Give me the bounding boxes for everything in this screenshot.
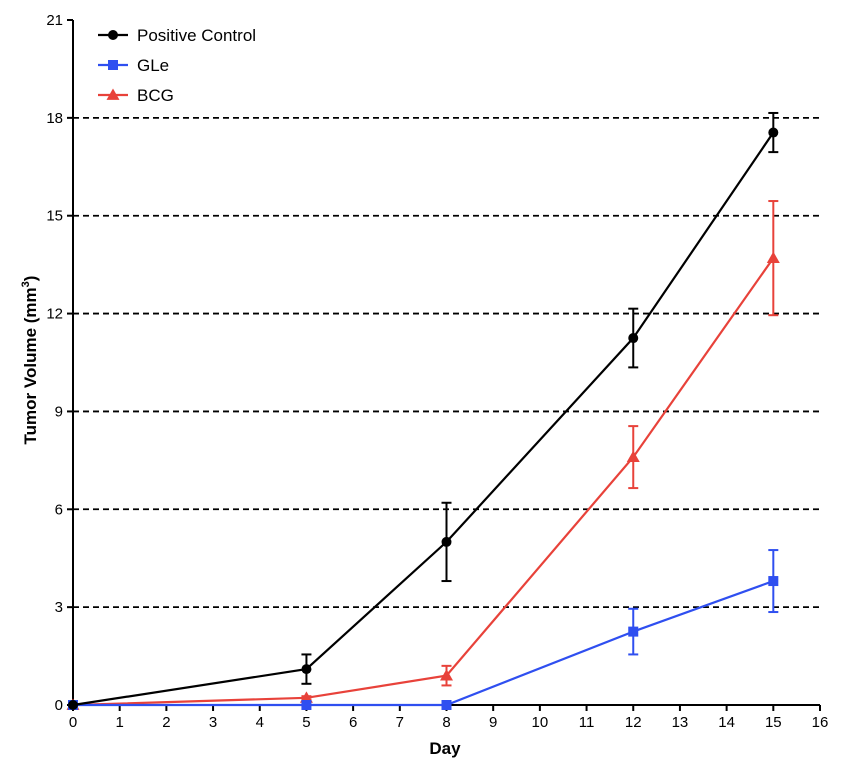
- data-point-bcg-4: [766, 251, 780, 263]
- data-point-positive-control-0: [68, 700, 78, 710]
- legend-item-bcg: BCG: [98, 86, 174, 105]
- y-tick-label-18: 18: [46, 110, 63, 127]
- y-tick-label-0: 0: [55, 697, 63, 714]
- y-tick-label-12: 12: [46, 306, 63, 323]
- y-tick-label-6: 6: [55, 501, 63, 518]
- x-tick-label-1: 1: [116, 714, 124, 731]
- y-tick-label-9: 9: [55, 403, 63, 420]
- data-point-gle-2: [441, 700, 452, 710]
- data-point-gle-3: [628, 626, 639, 637]
- data-point-bcg-3: [626, 450, 640, 462]
- data-point-gle-1: [301, 700, 312, 710]
- x-tick-label-3: 3: [209, 714, 217, 731]
- y-axis-title-superscript: 3: [20, 281, 32, 287]
- y-axis-title-main: Tumor Volume (mm: [21, 287, 40, 444]
- legend-marker-bcg: [106, 88, 120, 100]
- data-point-bcg-2: [440, 669, 453, 681]
- x-tick-label-11: 11: [579, 714, 595, 731]
- x-tick-label-13: 13: [672, 714, 689, 731]
- x-tick-label-9: 9: [489, 714, 497, 731]
- gridlines: [73, 116, 820, 609]
- x-tick-label-7: 7: [396, 714, 404, 731]
- x-tick-label-12: 12: [625, 714, 642, 731]
- series-line-gle: [73, 580, 774, 707]
- x-tick-label-8: 8: [442, 714, 450, 731]
- data-point-gle-4: [768, 576, 779, 587]
- y-tick-label-15: 15: [46, 208, 63, 225]
- series-line-bcg: [72, 257, 775, 707]
- x-tick-label-4: 4: [256, 714, 264, 731]
- data-point-positive-control-3: [628, 333, 639, 344]
- data-point-positive-control-2: [441, 536, 452, 547]
- data-point-bcg-1: [299, 691, 313, 703]
- x-axis-title: Day: [429, 739, 461, 758]
- series-positive-control: [68, 111, 779, 710]
- series-group: [66, 111, 780, 710]
- x-tick-label-6: 6: [349, 714, 357, 731]
- x-tick-label-15: 15: [765, 714, 782, 731]
- x-tick-label-5: 5: [302, 714, 310, 731]
- x-tick-label-16: 16: [812, 714, 829, 731]
- series-gle: [68, 549, 779, 710]
- y-axis-title: Tumor Volume (mm3): [20, 276, 40, 445]
- series-bcg: [66, 200, 780, 710]
- legend-marker-gle: [108, 60, 118, 70]
- legend-label-gle: GLe: [137, 56, 169, 75]
- data-point-positive-control-4: [768, 127, 779, 138]
- y-axis-title-close: ): [21, 276, 40, 282]
- legend-label-positive-control: Positive Control: [137, 26, 256, 45]
- legend-label-bcg: BCG: [137, 86, 174, 105]
- legend-marker-positive-control: [108, 30, 118, 40]
- y-tick-label-3: 3: [55, 599, 63, 616]
- x-tick-label-10: 10: [532, 714, 549, 731]
- legend: Positive Control GLe BCG: [98, 26, 256, 105]
- legend-item-positive-control: Positive Control: [98, 26, 256, 45]
- y-tick-label-21: 21: [46, 12, 63, 29]
- data-point-positive-control-1: [301, 664, 312, 675]
- legend-item-gle: GLe: [98, 56, 169, 75]
- x-tick-label-2: 2: [162, 714, 170, 731]
- x-tick-label-0: 0: [69, 714, 77, 731]
- x-tick-label-14: 14: [718, 714, 735, 731]
